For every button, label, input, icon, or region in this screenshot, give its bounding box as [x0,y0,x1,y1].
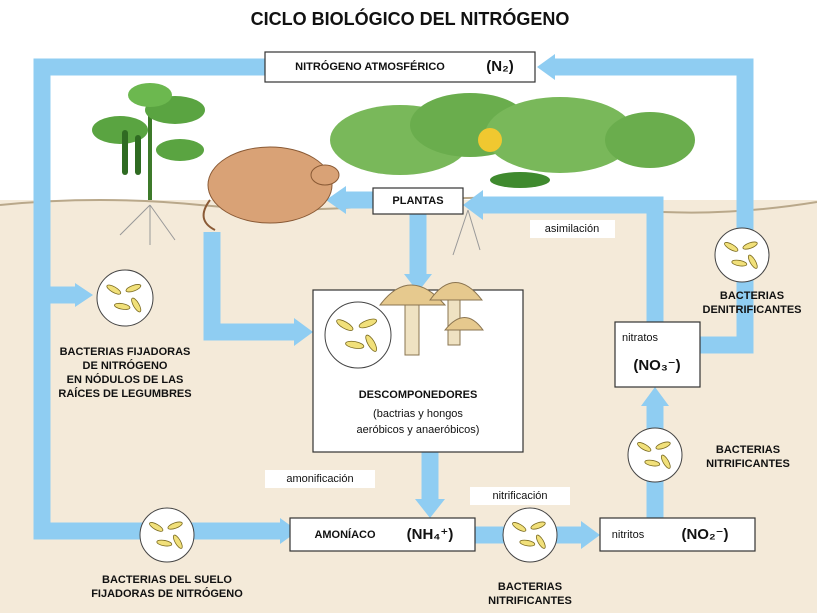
ammonia-label: AMONÍACO [314,528,376,541]
page: {"title": "CICLO BIOLÓGICO DEL NITRÓGENO… [0,0,817,613]
title: CICLO BIOLÓGICO DEL NITRÓGENO [251,8,570,29]
nitrites-formula: (NO₂⁻) [681,526,728,543]
bacteria-circle [140,508,194,562]
soil-fixing-label: BACTERIAS DEL SUELO [102,574,232,586]
fixing-roots-label: EN NÓDULOS DE LAS [67,373,184,386]
assimilation-label: asimilación [545,223,599,235]
decomposers-detail: (bactrias y hongos [373,408,463,420]
nitrates-label: nitratos [622,332,659,344]
bacteria-circle [503,508,557,562]
ammonification-label: amonificación [286,473,353,485]
diagram: CICLO BIOLÓGICO DEL NITRÓGENO [0,0,817,613]
fixing-roots-label: DE NITRÓGENO [83,359,168,372]
nitrifying-label: BACTERIAS [716,444,780,456]
bacteria-circle [97,270,153,326]
nitrification-label: nitrificación [492,490,547,502]
decomposers-label: DESCOMPONEDORES [359,389,478,401]
denitrifying-label: BACTERIAS [720,290,784,302]
fixing-roots-label: RAÍCES DE LEGUMBRES [58,387,191,400]
decomposers-detail: aeróbicos y anaeróbicos) [357,424,480,436]
atmospheric-formula: (N₂) [486,58,514,75]
bacteria-circle [325,302,391,368]
nitrifying-label: NITRIFICANTES [706,458,790,470]
ammonia-formula: (NH₄⁺) [407,526,454,543]
denitrifying-label: DENITRIFICANTES [703,304,802,316]
nitrifying-label: NITRIFICANTES [488,595,572,607]
soil-fixing-label: FIJADORAS DE NITRÓGENO [91,587,243,600]
atmospheric-label: NITRÓGENO ATMOSFÉRICO [295,60,445,73]
nitrites-label: nitritos [612,529,645,541]
bacteria-circle [628,428,682,482]
nitrates-formula: (NO₃⁻) [633,357,680,374]
plants-label: PLANTAS [392,195,443,207]
nitrifying-label: BACTERIAS [498,581,562,593]
bacteria-circle [715,228,769,282]
fixing-roots-label: BACTERIAS FIJADORAS [60,346,191,358]
